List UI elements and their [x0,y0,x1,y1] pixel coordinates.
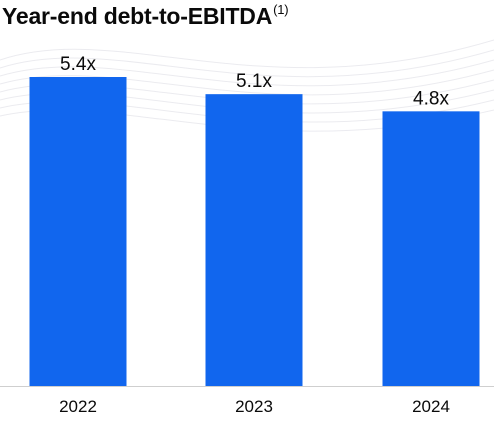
bar-2024 [382,111,480,386]
x-tick-label-2024: 2024 [412,397,450,416]
data-label-2022: 5.4x [60,54,96,75]
chart-title-text: Year-end debt-to-EBITDA [2,3,273,29]
data-label-2023: 5.1x [236,71,272,92]
bar-2023 [205,94,303,387]
x-tick-label-2023: 2023 [235,397,273,416]
x-tick-label-2022: 2022 [59,397,97,416]
data-label-2024: 4.8x [413,88,449,109]
title-footnote-marker: (1) [273,2,289,17]
bar-2022 [29,77,127,386]
chart-title: Year-end debt-to-EBITDA(1) [2,2,289,30]
